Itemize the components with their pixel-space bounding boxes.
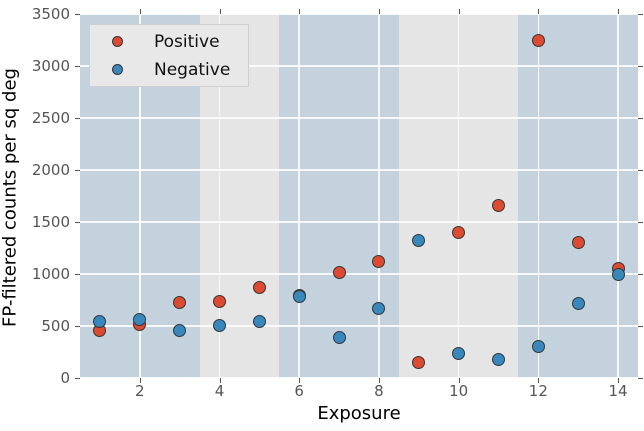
- y-axis-label: FP-filtered counts per sq deg: [0, 68, 21, 327]
- x-tick-mark: [378, 378, 380, 383]
- y-tick-mark: [75, 14, 80, 15]
- gridline-horizontal: [80, 14, 638, 15]
- x-tick-mark: [458, 378, 460, 383]
- scatter-point-negative: [531, 340, 545, 354]
- scatter-point-positive: [252, 280, 266, 294]
- scatter-point-negative: [292, 289, 306, 303]
- gridline-vertical: [139, 14, 141, 378]
- scatter-point-negative: [93, 314, 107, 328]
- scatter-point-negative: [571, 297, 585, 311]
- y-tick-mark-right: [638, 378, 643, 379]
- x-tick-mark: [618, 378, 620, 383]
- gridline-vertical: [617, 14, 619, 378]
- gridline-vertical: [457, 14, 460, 378]
- scatter-point-negative: [252, 314, 266, 328]
- scatter-point-negative: [452, 346, 466, 360]
- scatter-point-positive: [332, 266, 346, 280]
- y-tick-mark-right: [638, 66, 643, 67]
- scatter-point-positive: [452, 225, 466, 239]
- y-tick-label: 500: [41, 317, 70, 335]
- scatter-point-positive: [412, 356, 426, 370]
- y-tick-mark-right: [638, 326, 643, 327]
- y-tick-mark-right: [638, 170, 643, 171]
- y-tick-mark-right: [638, 222, 643, 223]
- gridline-vertical: [298, 14, 300, 378]
- background-band: [279, 14, 399, 378]
- gridline-horizontal: [80, 377, 638, 378]
- x-tick-label: 12: [528, 382, 548, 400]
- y-tick-label: 3000: [31, 57, 70, 75]
- legend-label-positive: Positive: [154, 31, 220, 52]
- negative-marker-icon: [112, 64, 123, 75]
- x-tick-mark: [139, 378, 141, 383]
- legend-item-positive: Positive: [90, 32, 248, 52]
- y-tick-mark: [75, 274, 80, 275]
- scatter-point-negative: [133, 313, 147, 327]
- scatter-point-positive: [492, 198, 505, 212]
- y-tick-mark: [75, 170, 80, 171]
- x-tick-label: 4: [214, 382, 225, 400]
- gridline-horizontal: [80, 221, 638, 223]
- y-tick-mark-right: [638, 118, 643, 119]
- gridline-horizontal: [80, 65, 638, 67]
- gridline-horizontal: [80, 169, 638, 171]
- legend-item-negative: Negative: [90, 60, 248, 80]
- y-tick-label: 1000: [31, 265, 70, 283]
- y-tick-mark: [75, 222, 80, 223]
- gridline-vertical: [537, 14, 540, 378]
- background-band: [518, 14, 638, 378]
- scatter-point-positive: [531, 33, 545, 47]
- gridline-horizontal: [80, 273, 638, 275]
- x-tick-mark-top: [219, 9, 221, 14]
- scatter-point-positive: [372, 255, 386, 269]
- scatter-point-positive: [571, 235, 585, 249]
- x-tick-label: 2: [135, 382, 145, 400]
- scatter-point-negative: [332, 330, 346, 344]
- scatter-point-negative: [492, 352, 505, 366]
- gridline-horizontal: [80, 325, 638, 327]
- scatter-point-positive: [173, 295, 187, 309]
- scatter-point-negative: [412, 233, 426, 247]
- y-tick-mark: [75, 66, 80, 67]
- gridline-horizontal: [80, 117, 638, 119]
- x-tick-label: 8: [374, 382, 384, 400]
- x-tick-mark-top: [378, 9, 380, 14]
- positive-marker-icon: [112, 36, 123, 47]
- y-tick-mark-right: [638, 274, 643, 275]
- y-tick-label: 3500: [31, 5, 70, 23]
- y-tick-mark-right: [638, 14, 643, 15]
- x-tick-mark-top: [139, 9, 141, 14]
- y-tick-label: 2500: [31, 109, 70, 127]
- y-tick-mark: [75, 118, 80, 119]
- x-axis-label: Exposure: [317, 403, 401, 424]
- y-tick-mark: [75, 326, 80, 327]
- legend: Positive Negative: [89, 24, 249, 87]
- x-tick-label: 6: [294, 382, 304, 400]
- x-tick-mark-top: [538, 9, 540, 14]
- legend-label-negative: Negative: [154, 59, 231, 80]
- x-tick-mark-top: [299, 9, 301, 14]
- y-tick-label: 1500: [31, 213, 70, 231]
- gridline-vertical: [218, 14, 221, 378]
- x-tick-mark: [299, 378, 301, 383]
- scatter-point-negative: [372, 301, 386, 315]
- x-tick-mark-top: [458, 9, 460, 14]
- scatter-point-negative: [213, 318, 226, 332]
- x-tick-mark: [219, 378, 221, 383]
- x-tick-mark: [538, 378, 540, 383]
- y-tick-label: 0: [60, 369, 70, 387]
- scatter-point-positive: [213, 294, 226, 308]
- x-tick-label: 10: [449, 382, 469, 400]
- y-tick-label: 2000: [31, 161, 70, 179]
- y-tick-mark: [75, 378, 80, 379]
- x-tick-label: 14: [608, 382, 628, 400]
- scatter-point-negative: [173, 324, 187, 338]
- scatter-point-negative: [611, 267, 625, 281]
- gridline-vertical: [378, 14, 380, 378]
- x-tick-mark-top: [618, 9, 620, 14]
